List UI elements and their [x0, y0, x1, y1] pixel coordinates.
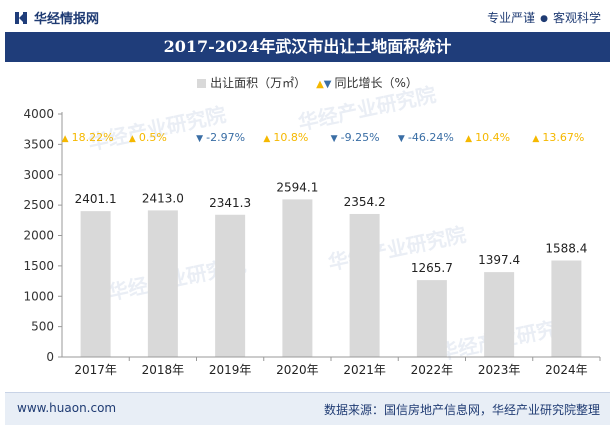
bar-value-label: 2341.3 — [209, 196, 251, 210]
y-tick-label: 2500 — [23, 198, 54, 212]
y-tick-label: 500 — [31, 320, 54, 334]
legend-up-triangle-icon: ▲ — [316, 79, 324, 90]
footer-site: www.huaon.com — [17, 401, 117, 415]
value-labels: 2401.1 2413.0 2341.3 2594.1 2354.2 1265.7 1397… — [75, 180, 588, 275]
bar-value-label: 2354.2 — [344, 195, 386, 209]
brand-name: 华经情报网 — [34, 12, 100, 27]
bar-value-label: 1588.4 — [545, 242, 587, 256]
growth-label: ▼ -46.24% — [398, 131, 454, 144]
y-tick-label: 3500 — [23, 137, 54, 151]
growth-label: ▲ 18.22% — [62, 131, 114, 144]
footer-source: 数据来源：国信房地产信息网，华经产业研究院整理 — [323, 403, 600, 417]
x-tick-label: 2017年 — [74, 363, 117, 377]
growth-down-triangle-icon: ▼ — [196, 134, 203, 144]
growth-up-triangle-icon: ▲ — [62, 134, 69, 144]
bar — [282, 199, 313, 357]
growth-value: -2.97% — [206, 131, 245, 144]
legend-area-label: 出让面积（万㎡） — [210, 76, 307, 90]
bar-value-label: 1397.4 — [478, 253, 520, 267]
growth-label: ▼ -9.25% — [331, 131, 380, 144]
growth-label: ▲ 10.8% — [263, 131, 308, 144]
legend-down-triangle-icon: ▼ — [323, 79, 332, 90]
legend-growth-label: 同比增长（%） — [334, 76, 418, 90]
bar-value-label: 2413.0 — [142, 191, 184, 205]
y-tick-label: 3000 — [23, 168, 54, 182]
x-tick-label: 2022年 — [411, 363, 454, 377]
footer: www.huaon.com 数据来源：国信房地产信息网，华经产业研究院整理 — [5, 392, 610, 425]
legend-bar-swatch — [197, 79, 207, 88]
chart-title: 2017-2024年武汉市出让土地面积统计 — [5, 32, 610, 62]
bar — [551, 260, 582, 357]
watermark-0: 华经产业研究院 — [86, 102, 228, 155]
growth-label: ▲ 0.5% — [129, 131, 167, 144]
legend: 出让面积（万㎡） ▲▼ 同比增长（%） — [0, 74, 615, 91]
y-tick-label: 1500 — [23, 259, 54, 273]
bar-value-label: 2594.1 — [276, 180, 318, 194]
growth-label: ▼ -2.97% — [196, 131, 245, 144]
growth-down-triangle-icon: ▼ — [331, 134, 338, 144]
y-tick-label: 1000 — [23, 289, 54, 303]
x-tick-label: 2024年 — [545, 363, 588, 377]
growth-up-triangle-icon: ▲ — [129, 134, 136, 144]
x-tick-label: 2019年 — [209, 363, 252, 377]
growth-value: -9.25% — [341, 131, 380, 144]
growth-up-triangle-icon: ▲ — [465, 134, 472, 144]
watermark-1: 华经产业研究院 — [296, 82, 438, 135]
slogan: 专业严谨 ● 客观科学 — [487, 9, 601, 26]
growth-up-triangle-icon: ▲ — [532, 134, 539, 144]
top-bar: 华经情报网 专业严谨 ● 客观科学 — [0, 0, 615, 32]
x-tick-label: 2023年 — [478, 363, 521, 377]
bar-value-label: 1265.7 — [411, 261, 453, 275]
growth-labels: ▲ 18.22% ▲ 0.5% ▼ -2.97% ▲ 10.8% ▼ -9.25% ▼ -46.24%… — [62, 131, 585, 144]
growth-value: -46.24% — [408, 131, 454, 144]
brand-logo-icon — [15, 11, 27, 24]
bar — [80, 211, 111, 357]
dot-icon: ● — [540, 13, 548, 24]
y-tick-label: 0 — [46, 350, 54, 364]
growth-value: 13.67% — [542, 131, 584, 144]
y-tick-label: 2000 — [23, 229, 54, 243]
bar — [147, 210, 178, 357]
growth-label: ▲ 10.4% — [465, 131, 510, 144]
brand: 华经情报网 — [14, 8, 99, 27]
growth-value: 18.22% — [72, 131, 114, 144]
growth-label: ▲ 13.67% — [532, 131, 584, 144]
bar — [215, 214, 246, 357]
growth-value: 10.4% — [475, 131, 510, 144]
bars — [80, 199, 582, 357]
bar — [416, 280, 447, 357]
growth-value: 0.5% — [139, 131, 167, 144]
x-tick-label: 2020年 — [276, 363, 319, 377]
x-axis: 2017年 2018年 2019年 2020年 2021年 2022年 2023年 2024年 — [62, 356, 601, 377]
bar-chart: 华经产业研究院华经产业研究院华经产业研究院华经产业研究院华经产业研究院 0500… — [23, 82, 601, 377]
slogan-left: 专业严谨 — [487, 11, 536, 25]
slogan-right: 客观科学 — [552, 11, 601, 25]
x-tick-label: 2018年 — [142, 363, 185, 377]
y-tick-label: 4000 — [23, 107, 54, 121]
y-axis: 0 500 1000 1500 2000 2500 3000 3500 4000 — [23, 107, 63, 364]
growth-up-triangle-icon: ▲ — [263, 134, 270, 144]
growth-down-triangle-icon: ▼ — [398, 134, 405, 144]
bar-value-label: 2401.1 — [75, 192, 117, 206]
growth-value: 10.8% — [273, 131, 308, 144]
x-tick-label: 2021年 — [343, 363, 386, 377]
bar — [484, 272, 515, 357]
bar — [349, 213, 380, 357]
